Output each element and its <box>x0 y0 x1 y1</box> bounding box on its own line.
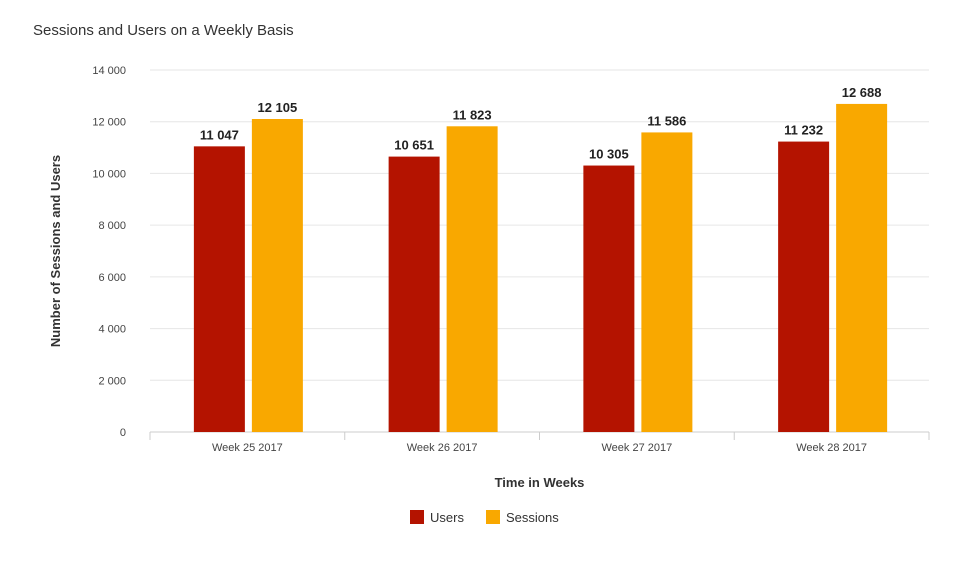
bar-sessions <box>641 132 693 433</box>
data-label: 11 586 <box>647 113 686 128</box>
data-label: 12 105 <box>257 100 297 115</box>
y-tick-label: 12 000 <box>92 117 126 129</box>
legend-label-sessions: Sessions <box>506 510 559 525</box>
data-label: 10 651 <box>394 138 434 153</box>
y-tick-label: 4 000 <box>98 324 126 336</box>
y-tick-label: 2 000 <box>98 375 126 387</box>
data-label: 12 688 <box>842 85 882 100</box>
y-axis-title: Number of Sessions and Users <box>48 155 63 347</box>
bar-users <box>583 165 635 432</box>
data-label: 11 823 <box>453 107 492 122</box>
x-tick-label: Week 28 2017 <box>796 442 867 454</box>
bar-sessions <box>836 103 888 433</box>
bar-sessions <box>446 126 498 432</box>
bar-sessions <box>251 118 303 433</box>
bar-users <box>778 141 830 432</box>
y-tick-label: 8 000 <box>98 220 126 232</box>
legend-swatch-users <box>410 510 424 524</box>
y-tick-label: 14 000 <box>92 65 126 77</box>
legend-label-users: Users <box>430 510 464 525</box>
x-tick-label: Week 27 2017 <box>602 442 673 454</box>
y-tick-label: 0 <box>120 427 126 439</box>
legend-swatch-sessions <box>486 510 500 524</box>
bar-users <box>193 146 245 432</box>
bar-users <box>388 156 440 432</box>
x-tick-label: Week 25 2017 <box>212 442 283 454</box>
x-axis-title: Time in Weeks <box>495 475 585 490</box>
data-label: 10 305 <box>589 147 629 162</box>
y-tick-label: 6 000 <box>98 272 126 284</box>
data-label: 11 047 <box>200 127 239 142</box>
chart-title: Sessions and Users on a Weekly Basis <box>33 22 294 39</box>
data-label: 11 232 <box>784 123 823 138</box>
y-tick-label: 10 000 <box>92 168 126 180</box>
x-tick-label: Week 26 2017 <box>407 442 478 454</box>
